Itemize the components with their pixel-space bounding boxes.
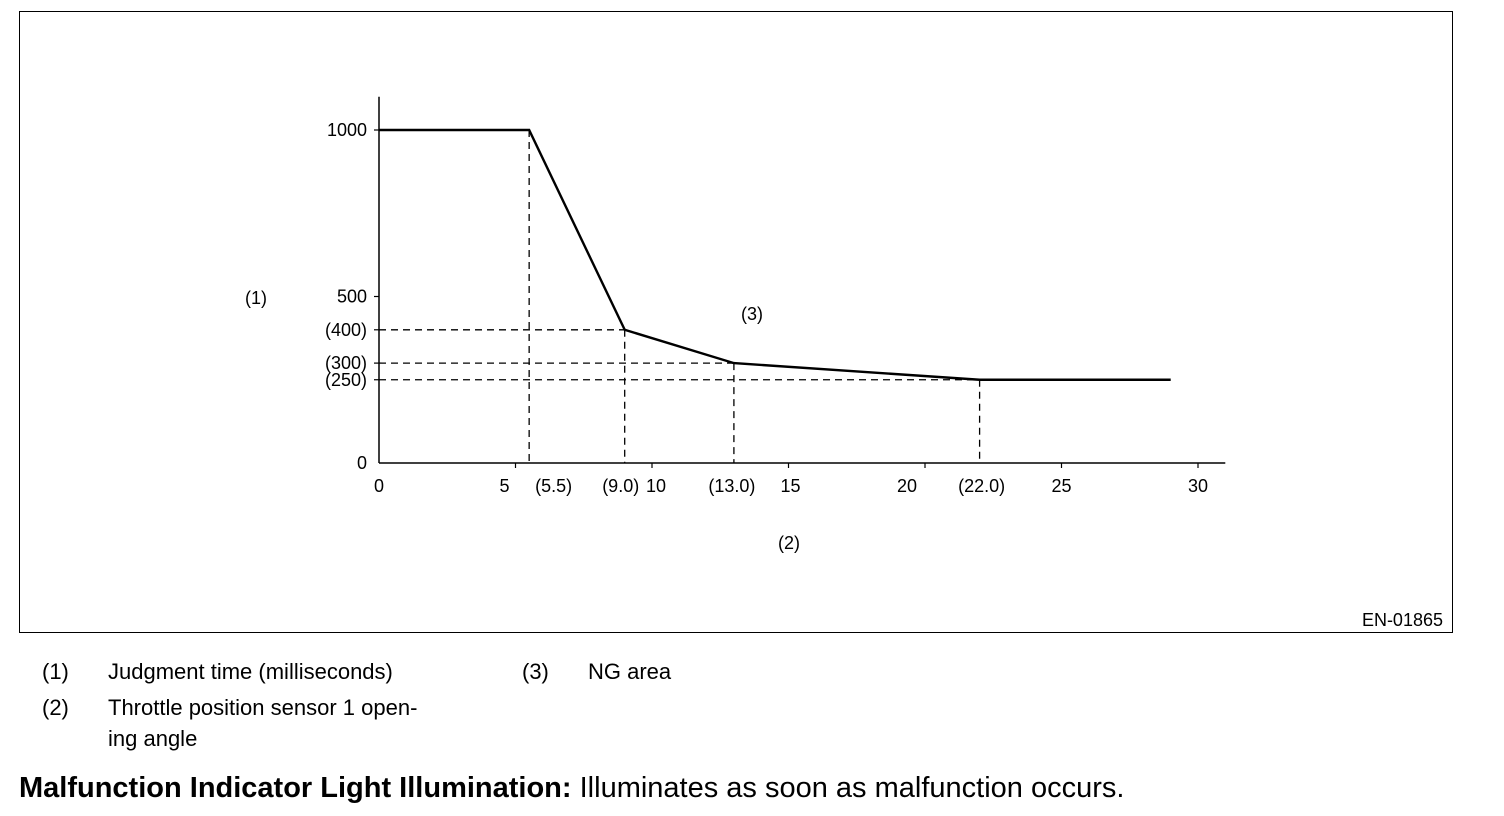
x-tick-label: (9.0) (602, 476, 639, 496)
note-text: Illuminates as soon as malfunction occur… (571, 772, 1125, 804)
y-tick-label: (400) (325, 320, 367, 340)
x-tick-label: (22.0) (958, 476, 1005, 496)
legend-text-1: Judgment time (milliseconds) (108, 659, 393, 684)
judgment-time-chart: 0 (250)(300) (400) 500 1000 0 5 (5.5) (9.0) 10 (13… (245, 96, 1443, 630)
legend-text-2-line2: ing angle (108, 726, 198, 751)
y-tick-label: (300) (325, 353, 367, 373)
note-label: Malfunction Indicator Light Illumination… (19, 772, 572, 804)
x-tick-label: (13.0) (708, 476, 755, 496)
x-tick-label: 0 (374, 476, 384, 496)
x-tick-label: 5 (499, 476, 509, 496)
y-tick-label: (250) (325, 370, 367, 390)
x-axis-label: (2) (778, 533, 800, 553)
ng-area-label: (3) (741, 304, 763, 324)
x-tick-label: 10 (646, 476, 666, 496)
x-tick-label: 15 (780, 476, 800, 496)
figure-frame (19, 11, 1453, 633)
legend-key-1: (1) (42, 659, 69, 684)
y-tick-label: 0 (357, 453, 367, 473)
legend-key-3: (3) (522, 659, 549, 684)
y-tick-label: 500 (337, 287, 367, 307)
x-tick-label: 30 (1188, 476, 1208, 496)
y-tick-label: 1000 (327, 120, 367, 140)
legend-text-3: NG area (588, 659, 672, 684)
threshold-line (379, 128, 1171, 381)
legend-text-2-line1: Throttle position sensor 1 open- (108, 695, 418, 720)
x-tick-label: (5.5) (535, 476, 572, 496)
x-tick-label: 20 (897, 476, 917, 496)
figure-id: EN-01865 (1362, 610, 1443, 630)
legend-key-2: (2) (42, 695, 69, 720)
x-tick-label: 25 (1051, 476, 1071, 496)
y-axis-label: (1) (245, 288, 267, 308)
mil-illumination-note: Malfunction Indicator Light Illumination… (19, 772, 1124, 805)
